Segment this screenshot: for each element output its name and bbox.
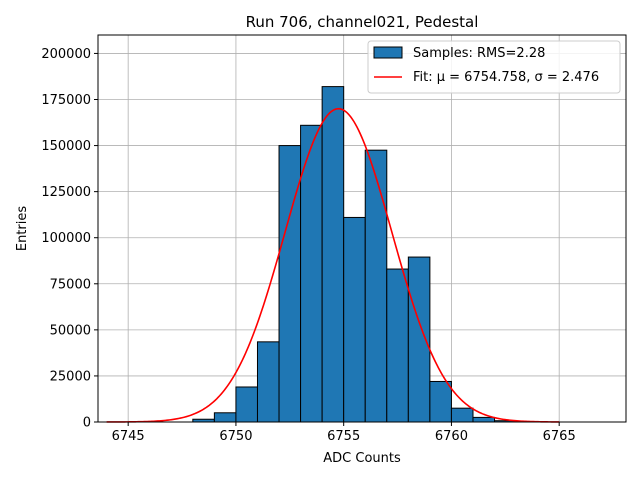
- x-tick-label: 6755: [327, 429, 360, 444]
- x-tick-label: 6760: [435, 429, 468, 444]
- y-axis-ticks: 0 25000 50000 75000 100000 125000 150000 175000…: [41, 47, 98, 431]
- histogram-bar: [450, 407, 474, 423]
- histogram-bar: [213, 412, 237, 423]
- x-tick-label: 6745: [112, 429, 145, 444]
- legend: Samples: RMS=2.28 Fit: μ = 6754.758, σ =…: [367, 40, 621, 94]
- legend-swatch-samples: [373, 46, 403, 59]
- histogram-bar: [364, 149, 388, 423]
- histogram-bar: [321, 86, 345, 423]
- x-axis-ticks: 6745 6750 6755 6760 6765: [112, 422, 576, 444]
- histogram-bar: [343, 216, 366, 423]
- plot-area-frame: [97, 34, 627, 423]
- histogram-bar: [386, 268, 409, 423]
- histogram-bar: [407, 256, 431, 423]
- histogram-bar: [256, 341, 280, 423]
- y-tick-label: 100000: [41, 231, 91, 246]
- fit-curve-layer: [106, 107, 560, 423]
- y-tick-label: 0: [83, 416, 91, 431]
- histogram-bar: [235, 386, 258, 423]
- y-tick-label: 150000: [41, 139, 91, 154]
- legend-label-fit: Fit: μ = 6754.758, σ = 2.476: [413, 70, 599, 85]
- legend-box: [367, 40, 621, 94]
- fit-curve-line: [106, 107, 560, 423]
- legend-label-samples: Samples: RMS=2.28: [413, 46, 545, 61]
- x-tick-label: 6765: [543, 429, 576, 444]
- y-tick-label: 75000: [50, 277, 91, 292]
- chart-title: Run 706, channel021, Pedestal: [246, 13, 479, 31]
- histogram-bar: [472, 416, 496, 423]
- y-tick-label: 50000: [50, 323, 91, 338]
- y-tick-label: 25000: [50, 369, 91, 384]
- y-tick-label: 175000: [41, 93, 91, 108]
- x-tick-label: 6750: [219, 429, 252, 444]
- y-axis-title: Entries: [15, 206, 30, 252]
- y-tick-label: 125000: [41, 185, 91, 200]
- x-axis-title: ADC Counts: [323, 451, 401, 466]
- histogram-bar: [429, 380, 452, 423]
- y-tick-label: 200000: [41, 47, 91, 62]
- histogram-bars: [192, 86, 517, 423]
